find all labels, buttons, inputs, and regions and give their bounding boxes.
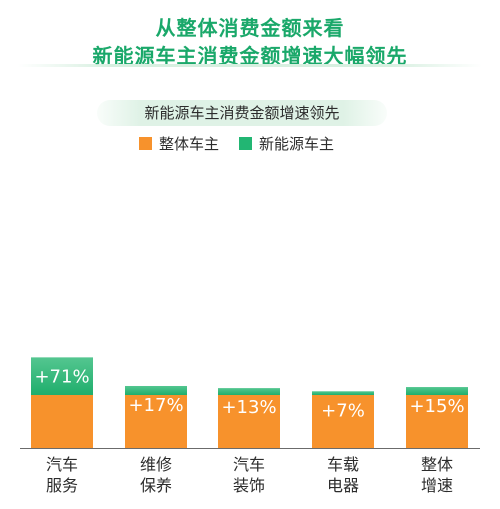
tick-label-2-1: 装饰 — [233, 476, 265, 495]
legend-label-overall: 整体车主 — [159, 134, 220, 153]
legend-label-nev: 新能源车主 — [259, 134, 335, 153]
bar-nev-2 — [218, 388, 280, 395]
data-label-3: +7% — [321, 400, 365, 421]
legend-swatch-nev — [239, 136, 253, 150]
bar-nev-1 — [125, 385, 187, 395]
tick-label-1-0: 维修 — [140, 455, 172, 474]
data-label-2: +13% — [221, 397, 276, 418]
bar-nev-3 — [312, 391, 374, 395]
legend: 整体车主 新能源车主 — [139, 133, 354, 153]
data-label-0: +71% — [34, 366, 89, 387]
tick-label-0-0: 汽车 — [46, 455, 78, 474]
data-label-4: +15% — [409, 396, 464, 417]
legend-item-nev: 新能源车主 — [239, 133, 334, 154]
bar-overall-1 — [125, 395, 187, 448]
bar-overall-4 — [406, 395, 468, 448]
bar-overall-3 — [312, 395, 374, 448]
headline-line-1: 从整体消费金额来看 — [155, 16, 345, 40]
tick-label-1-1: 保养 — [140, 476, 172, 495]
tick-label-4-1: 增速 — [421, 476, 453, 495]
bar-overall-2 — [218, 395, 280, 448]
headline-divider — [18, 64, 482, 67]
tick-label-3-1: 电器 — [327, 476, 359, 495]
bar-nev-4 — [406, 387, 468, 395]
bar-nev-0 — [31, 357, 93, 395]
tick-label-2-0: 汽车 — [233, 455, 265, 474]
tick-label-4-0: 整体 — [421, 455, 453, 474]
bar-overall-0 — [31, 395, 93, 448]
tick-label-3-0: 车载 — [327, 455, 359, 474]
data-label-1: +17% — [128, 395, 183, 416]
legend-item-overall: 整体车主 — [139, 133, 219, 154]
tick-label-0-1: 服务 — [46, 476, 78, 495]
legend-swatch-overall — [139, 136, 152, 150]
chart-title: 新能源车主消费金额增速领先 — [97, 100, 387, 126]
